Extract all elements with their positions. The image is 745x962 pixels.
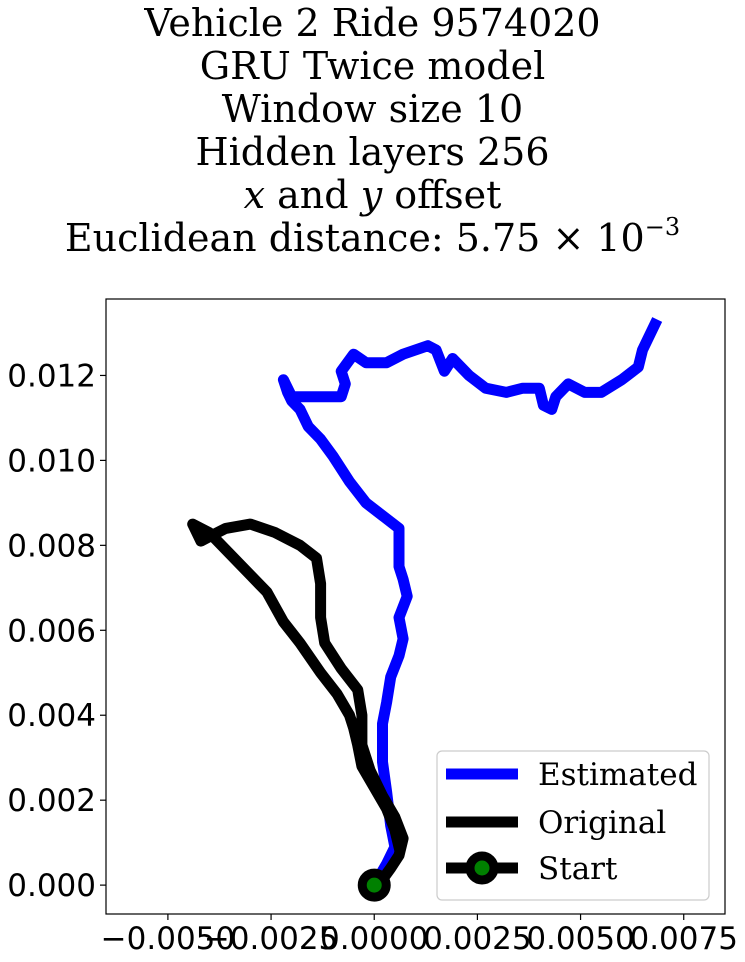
y-tick-label: 0.002 <box>7 783 96 819</box>
chart-title: Vehicle 2 Ride 9574020 GRU Twice model W… <box>0 2 745 260</box>
x-tick-label: −0.0050 <box>101 921 235 957</box>
title-line-3: Window size 10 <box>221 87 524 131</box>
title-distance-prefix: Euclidean distance: <box>64 216 456 260</box>
axes-frame <box>105 298 726 915</box>
x-tick-label: 0.0000 <box>320 921 428 957</box>
legend-label: Original <box>538 805 666 841</box>
title-and: and <box>265 173 361 217</box>
legend-label: Estimated <box>538 757 697 793</box>
y-axis: 0.000 0.002 0.004 0.006 0.008 0.010 0.012 <box>7 358 106 904</box>
start-marker <box>357 868 391 902</box>
title-distance-exponent: −3 <box>644 213 681 241</box>
title-line-4: Hidden layers 256 <box>195 130 550 174</box>
x-tick-label: −0.0025 <box>204 921 338 957</box>
title-line-2: GRU Twice model <box>199 44 546 88</box>
title-var-x: x <box>243 173 266 217</box>
title-var-y: y <box>360 173 383 217</box>
original-series-line <box>187 518 409 893</box>
title-offset: offset <box>382 173 502 217</box>
title-line-6: Euclidean distance: 5.75 × 10−3 <box>0 215 745 260</box>
y-tick-label: 0.004 <box>7 698 96 734</box>
y-tick-label: 0.010 <box>7 443 96 479</box>
legend-label: Start <box>538 851 618 887</box>
plot-area <box>187 317 663 902</box>
estimated-series-line <box>277 317 663 893</box>
title-distance-mantissa: 5.75 × 10 <box>455 216 645 260</box>
legend-start-marker <box>465 851 499 885</box>
legend: Estimated Original Start <box>436 750 710 901</box>
y-tick-label: 0.008 <box>7 528 96 564</box>
title-line-5: x and y offset <box>0 174 745 217</box>
x-tick-label: 0.0050 <box>526 921 634 957</box>
y-tick-label: 0.012 <box>7 358 96 394</box>
y-tick-label: 0.000 <box>7 868 96 904</box>
y-tick-label: 0.006 <box>7 613 96 649</box>
title-line-1: Vehicle 2 Ride 9574020 <box>144 1 601 45</box>
x-tick-label: 0.0025 <box>423 921 531 957</box>
x-tick-label: 0.0075 <box>629 921 737 957</box>
